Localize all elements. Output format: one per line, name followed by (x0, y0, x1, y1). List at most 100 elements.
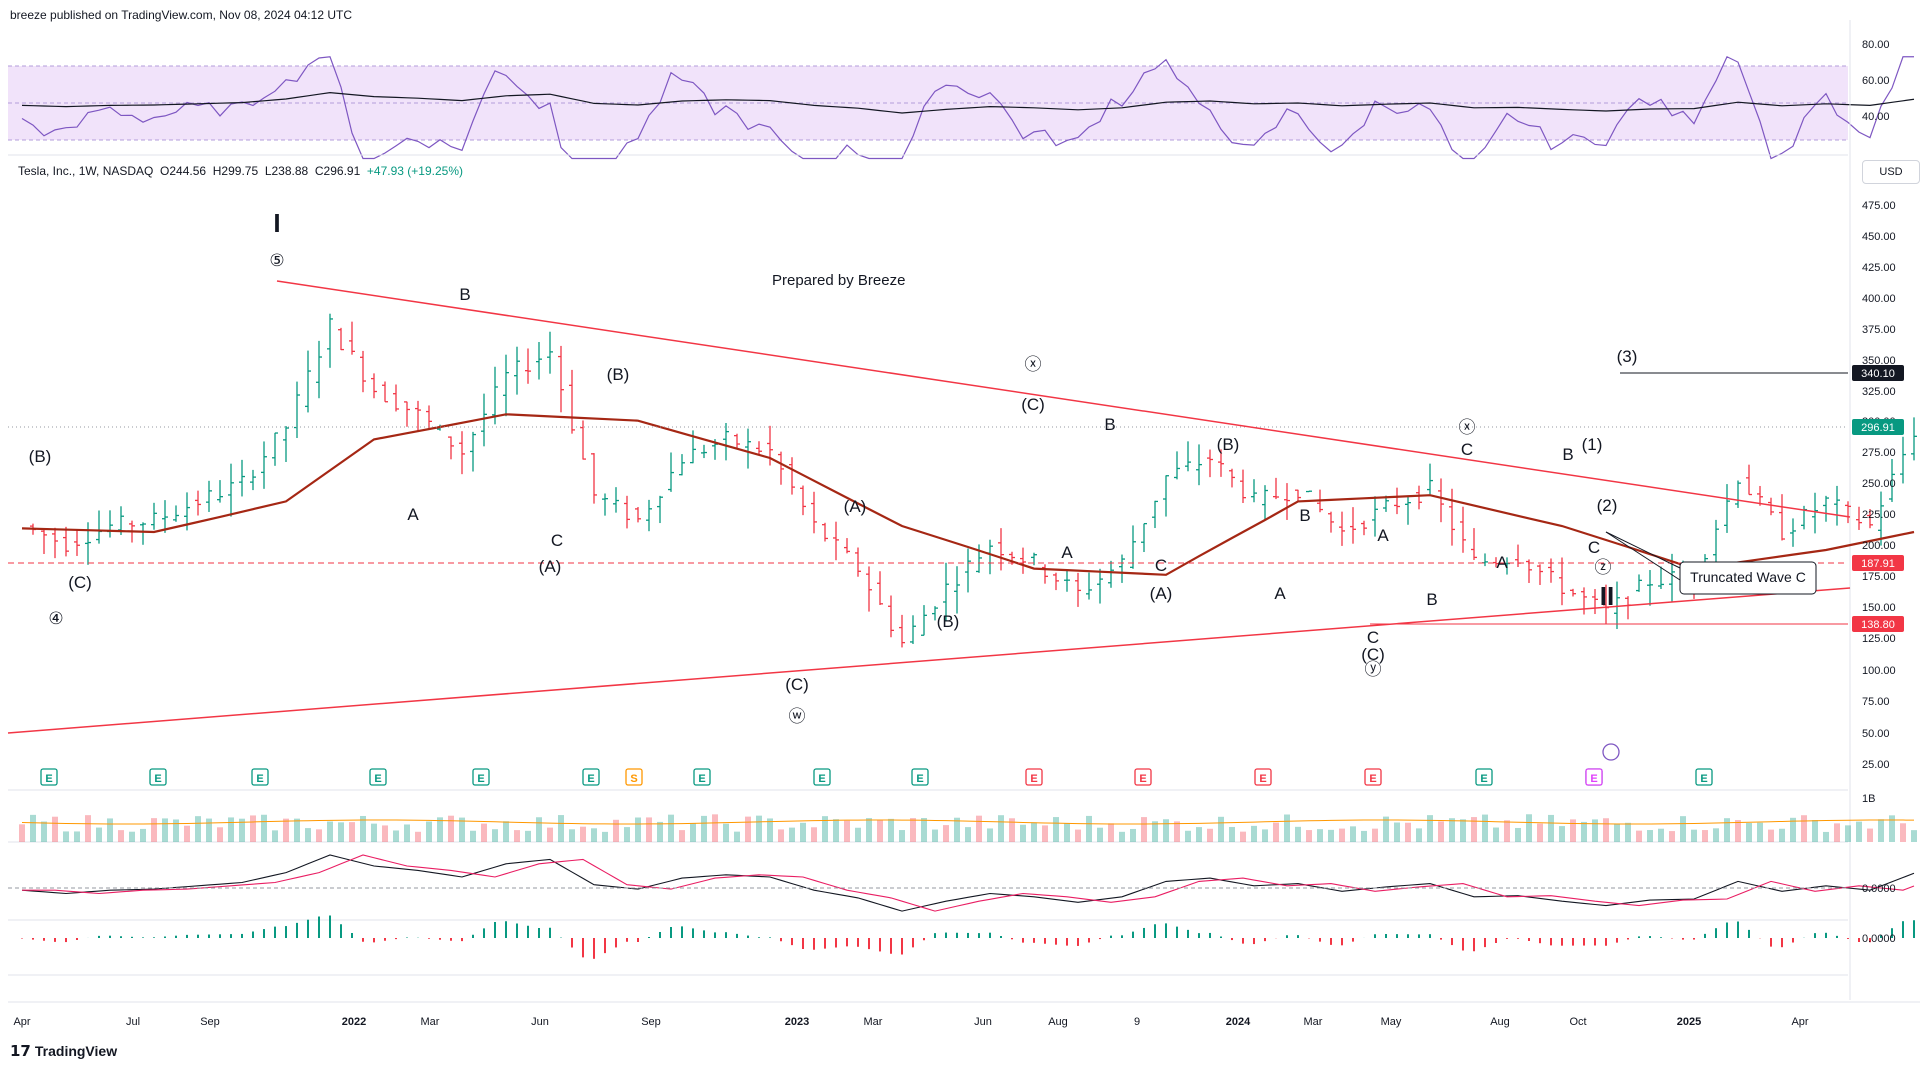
time-axis-tick: 2025 (1677, 1016, 1701, 1028)
volume-bar (327, 821, 333, 842)
wave-label: (B) (937, 612, 960, 631)
volume-bar (1889, 815, 1895, 842)
volume-bar (1592, 819, 1598, 842)
callout-pointer (1605, 531, 1681, 569)
volume-bar (1548, 814, 1554, 842)
price-axis-tick: 225.00 (1862, 509, 1896, 521)
time-axis-tick: Apr (13, 1016, 30, 1028)
macd-lines (21, 854, 1915, 912)
callout-text: Truncated Wave C (1690, 569, 1806, 585)
rsi-axis-tick: 80.00 (1862, 39, 1890, 51)
volume-bar (1823, 831, 1829, 842)
earnings-event-marker (251, 768, 269, 786)
volume-bar (1614, 823, 1620, 842)
volume-bar (866, 818, 872, 842)
ohlc-change: +47.93 (+19.25%) (366, 164, 463, 178)
volume-bar (976, 815, 982, 842)
volume-bar (602, 831, 608, 842)
volume-bar (1570, 819, 1576, 842)
earnings-event-marker (911, 768, 929, 786)
footer-logo-text: TradingView (34, 1043, 118, 1059)
earnings-event-letter: E (45, 773, 52, 785)
wave-label: ⓧ (1025, 355, 1042, 374)
footer-brand[interactable]: 𝟭𝟳 TradingView (10, 1042, 117, 1060)
ohlc-high: H299.75 (212, 164, 259, 178)
macd-line (21, 854, 1915, 912)
earnings-event-marker (1134, 768, 1152, 786)
upper-trendline (276, 280, 1851, 518)
volume-bar (1559, 826, 1565, 842)
volume-bar (272, 830, 278, 842)
earnings-event-letter: E (698, 773, 705, 785)
volume-bar (393, 830, 399, 842)
time-axis-tick: Mar (1304, 1016, 1323, 1028)
price-axis-tick: 425.00 (1862, 262, 1896, 274)
volume-bar (426, 821, 432, 842)
volume-bar (503, 821, 509, 842)
volume-bar (1779, 828, 1785, 842)
wave-label: C (551, 531, 563, 550)
volume-bar (910, 818, 916, 842)
wave-label: B (1299, 506, 1310, 525)
prepared-by-note: Prepared by Breeze (772, 272, 906, 289)
wave-label: B (459, 285, 470, 304)
volume-bar (1405, 822, 1411, 842)
volume-bar (1713, 828, 1719, 842)
volume-bars (19, 814, 1917, 842)
volume-bar (789, 827, 795, 842)
earnings-event-letter: E (916, 773, 923, 785)
volume-bar (74, 831, 80, 842)
symbol-name: Tesla, Inc., 1W, NASDAQ (18, 164, 154, 178)
rsi-axis: 80.00 60.00 40.00 0.0000 0.0000 (1862, 39, 1896, 945)
volume-bar (536, 817, 542, 842)
price-axis-tick: 375.00 (1862, 324, 1896, 336)
volume-bar (118, 830, 124, 842)
rsi-axis-tick: 40.00 (1862, 111, 1890, 123)
volume-bar (591, 828, 597, 842)
time-axis-tick: Sep (641, 1016, 661, 1028)
earnings-event-marker (40, 768, 58, 786)
volume-bar (1383, 816, 1389, 842)
currency-button[interactable]: USD (1862, 160, 1920, 184)
volume-bar (921, 818, 927, 842)
volume-bar (1449, 818, 1455, 842)
volume-bar (239, 818, 245, 842)
time-axis-tick: Jun (531, 1016, 549, 1028)
volume-bar (1108, 823, 1114, 842)
wave-label: II (1600, 581, 1614, 611)
volume-bar (184, 825, 190, 842)
volume-bar (492, 829, 498, 842)
volume-bar (1240, 831, 1246, 842)
wave-label: C (1461, 440, 1473, 459)
volume-bar (1691, 829, 1697, 842)
volume-bar (1460, 819, 1466, 842)
volume-bar (624, 827, 630, 842)
time-axis-tick: Jun (974, 1016, 992, 1028)
volume-bar (1658, 828, 1664, 842)
volume-bar (646, 817, 652, 842)
volume-bar (833, 819, 839, 842)
wave-label: (B) (29, 447, 52, 466)
price-axis-tick: 175.00 (1862, 571, 1896, 583)
time-axis-tick: 2023 (785, 1016, 809, 1028)
volume-bar (1009, 818, 1015, 842)
wave-label: B (1104, 415, 1115, 434)
moving-average (21, 413, 1915, 576)
volume-bar (822, 816, 828, 842)
price-tags: 340.10 296.91 187.91 138.80 (1852, 365, 1904, 632)
volume-bar (305, 828, 311, 842)
wave-label: (C) (68, 573, 92, 592)
volume-bar (316, 829, 322, 842)
time-axis-tick: 2022 (342, 1016, 366, 1028)
earnings-event-marker (693, 768, 711, 786)
volume-bar (1031, 822, 1037, 842)
volume-bar (1702, 830, 1708, 842)
volume-bar (888, 818, 894, 842)
symbol-info: Tesla, Inc., 1W, NASDAQ O244.56 H299.75 … (18, 164, 463, 178)
earnings-event-marker (149, 768, 167, 786)
wave-label: A (1377, 526, 1389, 545)
volume-bar (1900, 823, 1906, 842)
volume-bar (96, 827, 102, 842)
earnings-event-letter: E (818, 773, 825, 785)
